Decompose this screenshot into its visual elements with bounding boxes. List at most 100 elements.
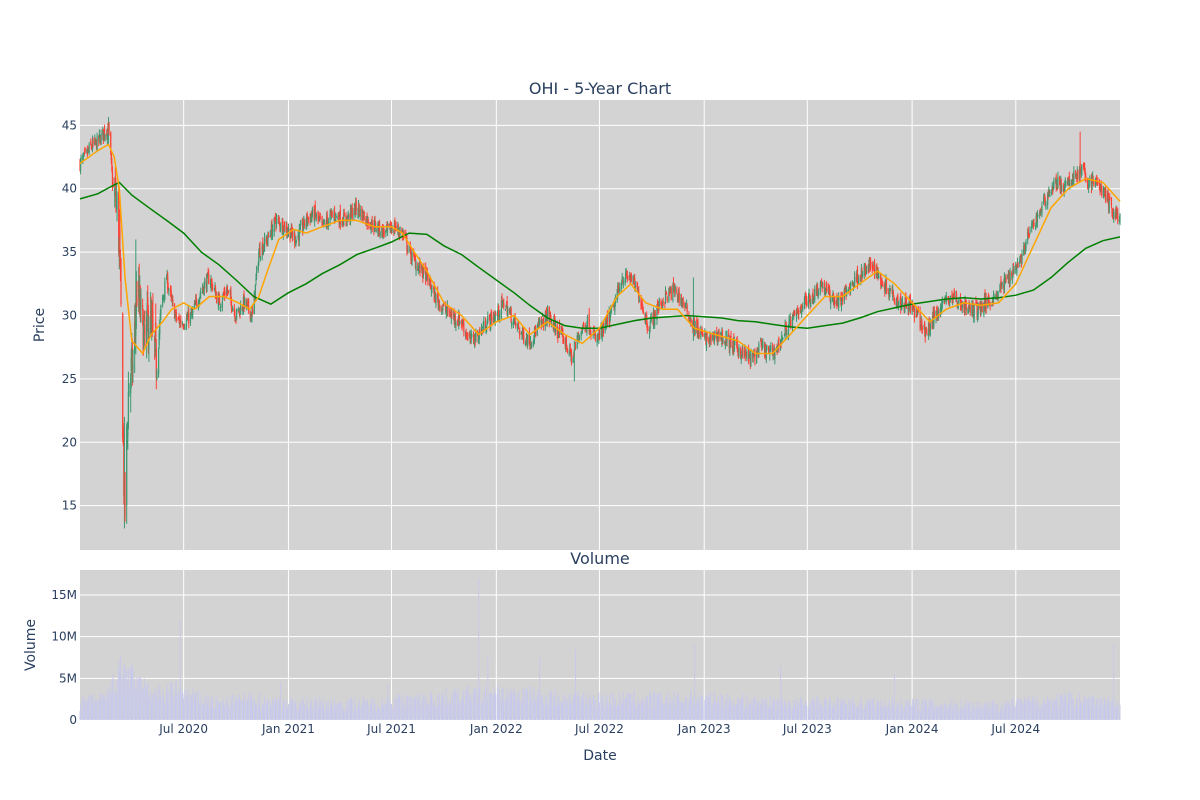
candle-body [856,269,859,284]
volume-bar [447,704,449,720]
volume-bar [369,711,371,720]
candle-body [1041,205,1043,214]
candle-body [295,239,297,247]
volume-bar [1028,707,1030,720]
volume-bar [757,708,759,720]
volume-bar [431,695,433,720]
candle-body [466,337,468,339]
candle-body [728,333,730,337]
volume-bar [285,700,287,720]
candle-body [358,204,360,211]
candle-body [646,324,648,331]
volume-bar [856,708,858,720]
volume-bar [327,709,329,720]
volume-bar [584,706,586,720]
candle-body [241,308,243,310]
candle-body [178,318,180,321]
volume-bar [378,707,380,720]
volume-bar [932,707,934,720]
volume-bar [729,698,731,720]
candle-body [744,349,746,356]
candle-body [831,296,833,302]
candle-body [758,343,760,354]
volume-bar [474,688,476,720]
candle-body [220,305,222,309]
volume-bar [1025,698,1027,720]
volume-bar [151,702,153,720]
candle-body [1107,191,1109,202]
candle-body [156,371,158,380]
volume-bar [594,699,596,720]
volume-bar [732,699,734,720]
volume-bar [1063,692,1065,720]
candle-body [398,233,401,236]
volume-bar [482,700,484,720]
volume-bar [365,701,367,720]
volume-bar [641,704,643,720]
candle-body [1000,285,1003,287]
volume-bar [928,709,930,720]
volume-bar [567,707,569,720]
volume-bar [600,695,602,720]
candle-body [784,324,786,336]
volume-bar [528,706,530,720]
volume-bar [831,707,833,720]
candle-body [740,348,742,359]
volume-bar [385,705,387,720]
candle-body [803,297,806,304]
volume-bar [346,710,348,720]
volume-bar [560,701,562,720]
volume-bar [248,693,250,720]
volume-bar [709,694,711,720]
candle-body [855,277,857,279]
volume-bar [110,692,112,720]
candle-body [861,274,864,277]
candle-body [590,333,592,336]
volume-bar [590,700,592,720]
candle-body [470,332,472,340]
volume-bar [375,710,377,720]
volume-bar [216,699,218,720]
candle-body [234,312,236,319]
volume-bar [980,710,982,720]
volume-bar [234,695,236,720]
volume-bar [255,703,257,720]
volume-bar [186,694,188,720]
volume-bar [521,699,523,720]
volume-bar [438,694,440,720]
volume-bar [505,697,507,720]
volume-bar [429,691,431,720]
volume-bar [98,700,100,720]
volume-bar [764,710,766,720]
volume-bar [793,700,795,720]
candle-body [929,323,931,336]
volume-bar [924,698,926,720]
candle-body [425,270,427,281]
volume-bar [1036,709,1038,720]
candle-body [427,277,429,285]
candle-body [589,329,591,335]
volume-bar [222,698,224,720]
volume-bar [574,703,576,720]
volume-bar [853,706,855,720]
volume-bar [973,706,975,720]
volume-bar [298,709,300,720]
volume-bar [680,702,682,720]
candle-body [271,228,274,237]
candle-body [710,335,712,342]
volume-bar [762,698,764,720]
volume-bar [486,702,488,720]
volume-bar [818,703,820,720]
volume-bar [852,701,854,720]
volume-bar [94,704,96,720]
volume-bar [1114,706,1116,720]
candle-body [500,300,503,314]
candle-body [936,307,938,309]
candle-body [863,264,865,276]
volume-bar [182,692,184,720]
volume-bar [1109,709,1111,720]
volume-bar [124,666,126,720]
candle-body [919,311,921,329]
volume-bar [657,697,659,720]
candle-body [617,286,619,297]
